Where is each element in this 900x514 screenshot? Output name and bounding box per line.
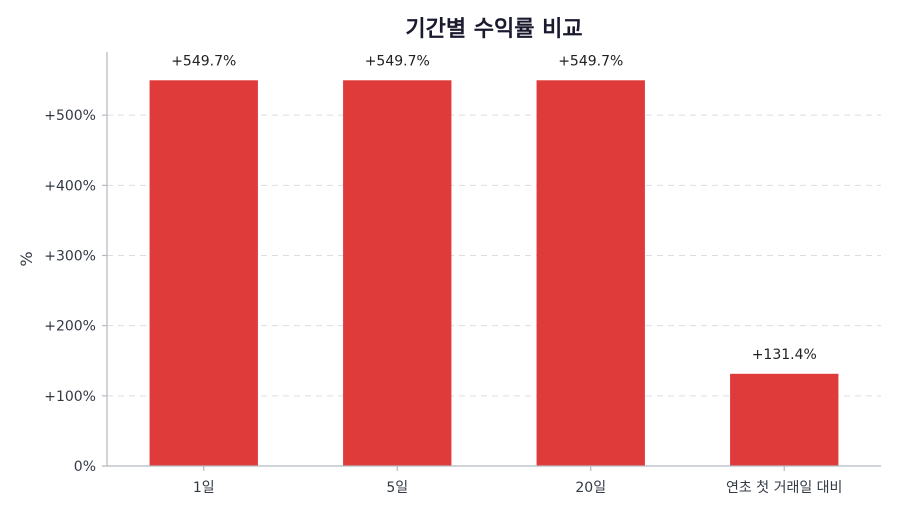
x-tick-label: 5일 bbox=[386, 480, 408, 496]
x-ticks: 1일 5일 20일 연초 첫 거래일 대비 bbox=[193, 466, 842, 496]
bar-data-label: +131.4% bbox=[752, 347, 817, 363]
bar bbox=[730, 373, 839, 466]
y-axis-label: % bbox=[17, 251, 36, 266]
y-tick-label: +500% bbox=[44, 108, 96, 124]
bar-data-label: +549.7% bbox=[171, 53, 236, 69]
grid-lines bbox=[107, 114, 881, 397]
x-tick-label: 20일 bbox=[575, 480, 606, 496]
bar bbox=[149, 80, 258, 466]
x-tick-label: 1일 bbox=[193, 480, 215, 496]
x-tick-label: 연초 첫 거래일 대비 bbox=[726, 480, 842, 496]
y-ticks: 0% +100% +200% +300% +400% +500% bbox=[44, 108, 107, 475]
data-labels: +549.7% +549.7% +549.7% +131.4% bbox=[171, 53, 817, 363]
bar-data-label: +549.7% bbox=[365, 53, 430, 69]
y-tick-label: +100% bbox=[44, 389, 96, 405]
bar bbox=[343, 80, 452, 466]
chart-title: 기간별 수익률 비교 bbox=[405, 17, 582, 42]
y-tick-label: +300% bbox=[44, 248, 96, 264]
bar-data-label: +549.7% bbox=[558, 53, 623, 69]
bar bbox=[536, 80, 645, 466]
bars bbox=[149, 80, 839, 466]
y-tick-label: +200% bbox=[44, 319, 96, 335]
y-tick-label: +400% bbox=[44, 178, 96, 194]
y-tick-label: 0% bbox=[74, 459, 96, 475]
